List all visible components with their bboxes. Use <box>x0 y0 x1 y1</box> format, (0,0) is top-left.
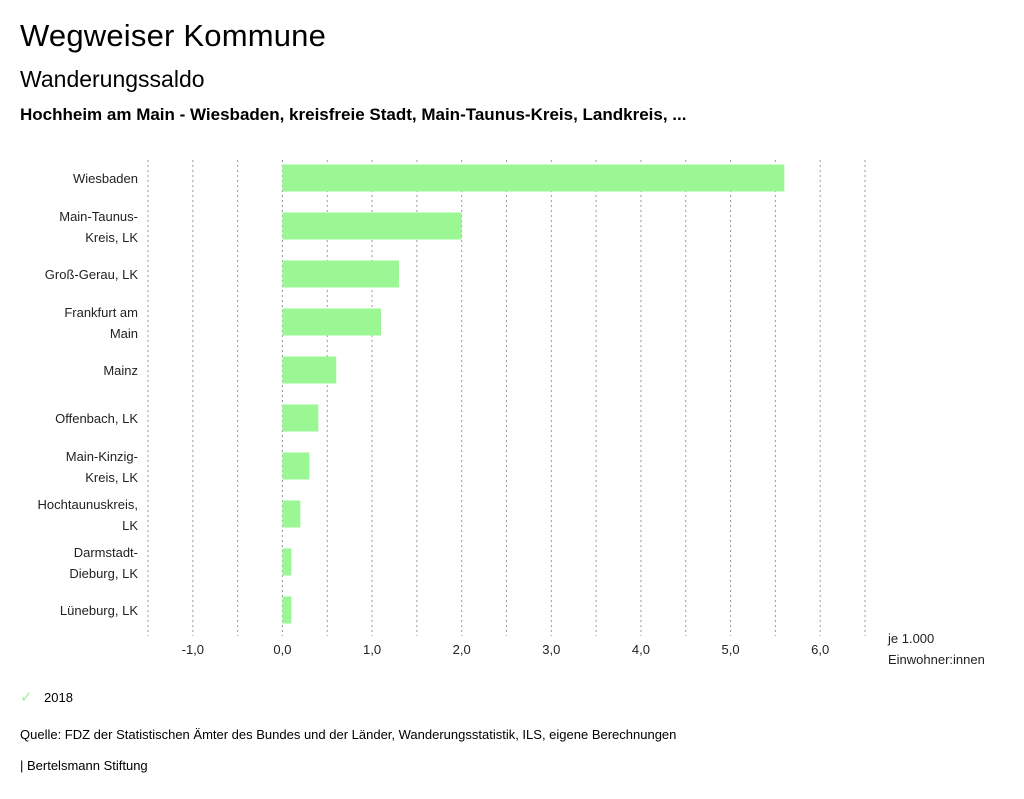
bar <box>282 596 292 624</box>
bar <box>282 260 399 288</box>
bar <box>282 452 310 480</box>
x-tick-label: 4,0 <box>632 642 650 657</box>
category-label: Groß-Gerau, LK <box>45 267 139 282</box>
legend[interactable]: ✓ 2018 <box>20 688 73 706</box>
chart-subtitle: Wanderungssaldo <box>20 66 205 92</box>
category-label: Main-Taunus-Kreis, LK <box>59 209 138 245</box>
footer-credit: | Bertelsmann Stiftung <box>20 758 148 773</box>
legend-check-icon[interactable]: ✓ <box>20 689 33 706</box>
x-tick-label: 2,0 <box>453 642 471 657</box>
bar <box>282 548 292 576</box>
category-label: Main-Kinzig-Kreis, LK <box>66 449 139 485</box>
category-label: Darmstadt-Dieburg, LK <box>69 545 138 581</box>
bar <box>282 356 337 384</box>
category-label: Wiesbaden <box>73 171 138 186</box>
unit-label: je 1.000 <box>887 631 934 646</box>
x-tick-label: 3,0 <box>542 642 560 657</box>
unit-label: Einwohner:innen <box>888 652 985 667</box>
x-tick-label: 0,0 <box>273 642 291 657</box>
bar-chart: Wiesbaden Main-Taunus-Kreis, LK Groß-Gerau… <box>38 160 985 667</box>
category-label: Hochtaunuskreis, LK <box>38 497 139 533</box>
category-label: Lüneburg, LK <box>60 603 138 618</box>
legend-label: 2018 <box>44 689 73 705</box>
bar <box>282 212 462 240</box>
bar <box>282 500 301 528</box>
x-tick-label: 5,0 <box>722 642 740 657</box>
x-tick-label: -1,0 <box>182 642 204 657</box>
chart-title: Wegweiser Kommune <box>20 18 327 53</box>
bar <box>282 308 382 336</box>
bar <box>282 404 319 432</box>
x-tick-label: 6,0 <box>811 642 829 657</box>
category-label: Offenbach, LK <box>55 411 138 426</box>
category-label: Frankfurt am Main <box>64 305 138 341</box>
bar <box>282 164 785 192</box>
source-note: Quelle: FDZ der Statistischen Ämter des … <box>20 727 677 742</box>
category-label: Mainz <box>103 363 138 378</box>
region-label: Hochheim am Main - Wiesbaden, kreisfreie… <box>20 105 687 124</box>
x-tick-label: 1,0 <box>363 642 381 657</box>
